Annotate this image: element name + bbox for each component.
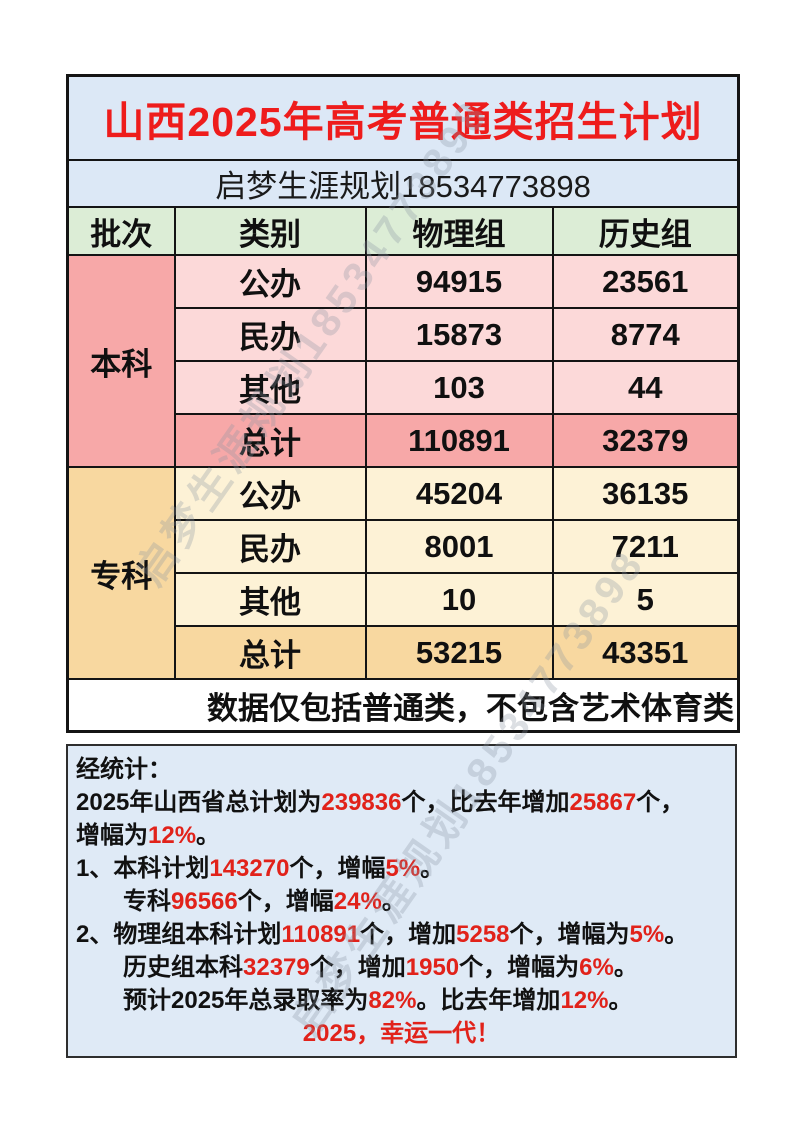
stat-highlight: 143270: [209, 855, 290, 882]
table-row: 其他 10 5: [68, 572, 740, 627]
history-value-cell: 32379: [551, 413, 740, 468]
stat-text: 。: [420, 855, 445, 882]
stat-text: 1、本科计划: [76, 855, 210, 882]
stat-text: 历史组本科: [123, 954, 243, 981]
stat-text: 。: [381, 888, 406, 915]
table-row: 民办 15873 8774: [68, 307, 740, 362]
history-value-cell: 44: [551, 360, 740, 415]
note-cell: 数据仅包括普通类，不包含艺术体育类: [66, 678, 740, 733]
stat-line: 1、本科计划143270个，增幅5%。: [76, 852, 727, 885]
stat-line: 经统计：: [76, 753, 727, 786]
history-value-cell: 5: [551, 572, 740, 627]
stat-text: 个，增幅: [289, 855, 386, 882]
stat-text: 2025年山西省总计划为: [76, 789, 322, 816]
physics-value-cell: 110891: [364, 413, 554, 468]
stat-highlight: 239836: [321, 789, 402, 816]
stat-line: 2025，幸运一代！: [76, 1017, 727, 1050]
category-cell: 公办: [173, 254, 367, 309]
stat-highlight: 82%: [368, 987, 417, 1014]
stats-panel: 经统计： 2025年山西省总计划为239836个，比去年增加25867个， 增幅为1…: [66, 744, 737, 1058]
stat-line: 专科96566个，增幅24%。: [76, 885, 727, 918]
table-row: 启梦生涯规划18534773898: [66, 159, 740, 208]
stat-text: 。: [196, 822, 221, 849]
stat-highlight: 12%: [560, 987, 609, 1014]
header-batch: 批次: [66, 206, 176, 256]
stat-text: 2、物理组本科计划: [76, 921, 282, 948]
stat-line: 历史组本科32379个，增加1950个，增幅为6%。: [76, 951, 727, 984]
stat-text: 。比去年增加: [416, 987, 561, 1014]
section-cell-undergraduate: 本科: [66, 254, 176, 468]
stat-highlight: 5%: [385, 855, 421, 882]
stat-text: 。: [608, 987, 633, 1014]
stat-text: 个，增加: [360, 921, 457, 948]
stat-text: 个，: [636, 789, 685, 816]
stat-text: 。: [664, 921, 689, 948]
header-history-group: 历史组: [551, 206, 740, 256]
stat-text: 预计2025年总录取率为: [123, 987, 369, 1014]
stat-text: 增幅为: [76, 822, 148, 849]
stat-highlight: 24%: [333, 888, 382, 915]
category-cell: 其他: [173, 572, 367, 627]
stat-text: 经统计：: [76, 756, 172, 783]
physics-value-cell: 8001: [364, 519, 554, 574]
stat-text: 专科: [123, 888, 171, 915]
stat-highlight: 32379: [243, 954, 310, 981]
plan-table: 山西2025年高考普通类招生计划 启梦生涯规划18534773898 批次 类别 物理组…: [66, 74, 741, 733]
history-value-cell: 7211: [551, 519, 740, 574]
category-cell: 总计: [173, 413, 367, 468]
poster-title: 山西2025年高考普通类招生计划: [66, 74, 740, 161]
table-row: 其他 103 44: [68, 360, 740, 415]
history-value-cell: 36135: [551, 466, 740, 521]
table-row: 本科 公办 94915 23561: [66, 254, 740, 468]
stat-highlight: 5258: [456, 921, 510, 948]
stat-line: 2025年山西省总计划为239836个，比去年增加25867个，: [76, 786, 727, 819]
stat-highlight: 96566: [171, 888, 238, 915]
stat-line: 增幅为12%。: [76, 819, 727, 852]
category-cell: 民办: [173, 519, 367, 574]
stat-highlight: 1950: [405, 954, 460, 981]
physics-value-cell: 15873: [364, 307, 554, 362]
history-value-cell: 23561: [551, 254, 740, 309]
stat-highlight: 12%: [148, 822, 197, 849]
stat-text: 个，增幅: [237, 888, 334, 915]
table-row: 民办 8001 7211: [68, 519, 740, 574]
stat-highlight: 5%: [629, 921, 665, 948]
stat-text: 个，增幅为: [459, 954, 580, 981]
physics-value-cell: 10: [364, 572, 554, 627]
table-row: 数据仅包括普通类，不包含艺术体育类: [66, 678, 740, 733]
stat-text: 。: [613, 954, 638, 981]
physics-value-cell: 53215: [364, 625, 554, 680]
physics-value-cell: 45204: [364, 466, 554, 521]
stat-highlight: 25867: [569, 789, 637, 816]
stat-highlight: 2025，幸运一代！: [302, 1020, 501, 1047]
table-row: 专科 公办 45204 36135: [66, 466, 740, 680]
table-row: 批次 类别 物理组 历史组: [66, 206, 740, 256]
history-value-cell: 43351: [551, 625, 740, 680]
table-row: 山西2025年高考普通类招生计划: [66, 74, 740, 161]
stat-highlight: 110891: [281, 921, 361, 948]
header-physics-group: 物理组: [364, 206, 554, 256]
section-cell-junior-college: 专科: [66, 466, 176, 680]
poster-subtitle: 启梦生涯规划18534773898: [66, 159, 740, 208]
stat-line: 2、物理组本科计划110891个，增加5258个，增幅为5%。: [76, 918, 727, 951]
category-cell: 公办: [173, 466, 367, 521]
header-category: 类别: [173, 206, 367, 256]
stat-text: 个，增幅为: [509, 921, 630, 948]
category-cell: 其他: [173, 360, 367, 415]
stat-text: 个，比去年增加: [401, 789, 570, 816]
category-cell: 民办: [173, 307, 367, 362]
category-cell: 总计: [173, 625, 367, 680]
plan-table-body: 山西2025年高考普通类招生计划 启梦生涯规划18534773898 批次 类别 物理组…: [66, 74, 740, 733]
table-row: 总计 110891 32379: [68, 413, 740, 468]
history-value-cell: 8774: [551, 307, 740, 362]
stat-line: 预计2025年总录取率为82%。比去年增加12%。: [76, 984, 727, 1017]
table-row: 总计 53215 43351: [68, 625, 740, 680]
stat-text: 个，增加: [309, 954, 406, 981]
physics-value-cell: 103: [364, 360, 554, 415]
stat-highlight: 6%: [579, 954, 614, 981]
physics-value-cell: 94915: [364, 254, 554, 309]
